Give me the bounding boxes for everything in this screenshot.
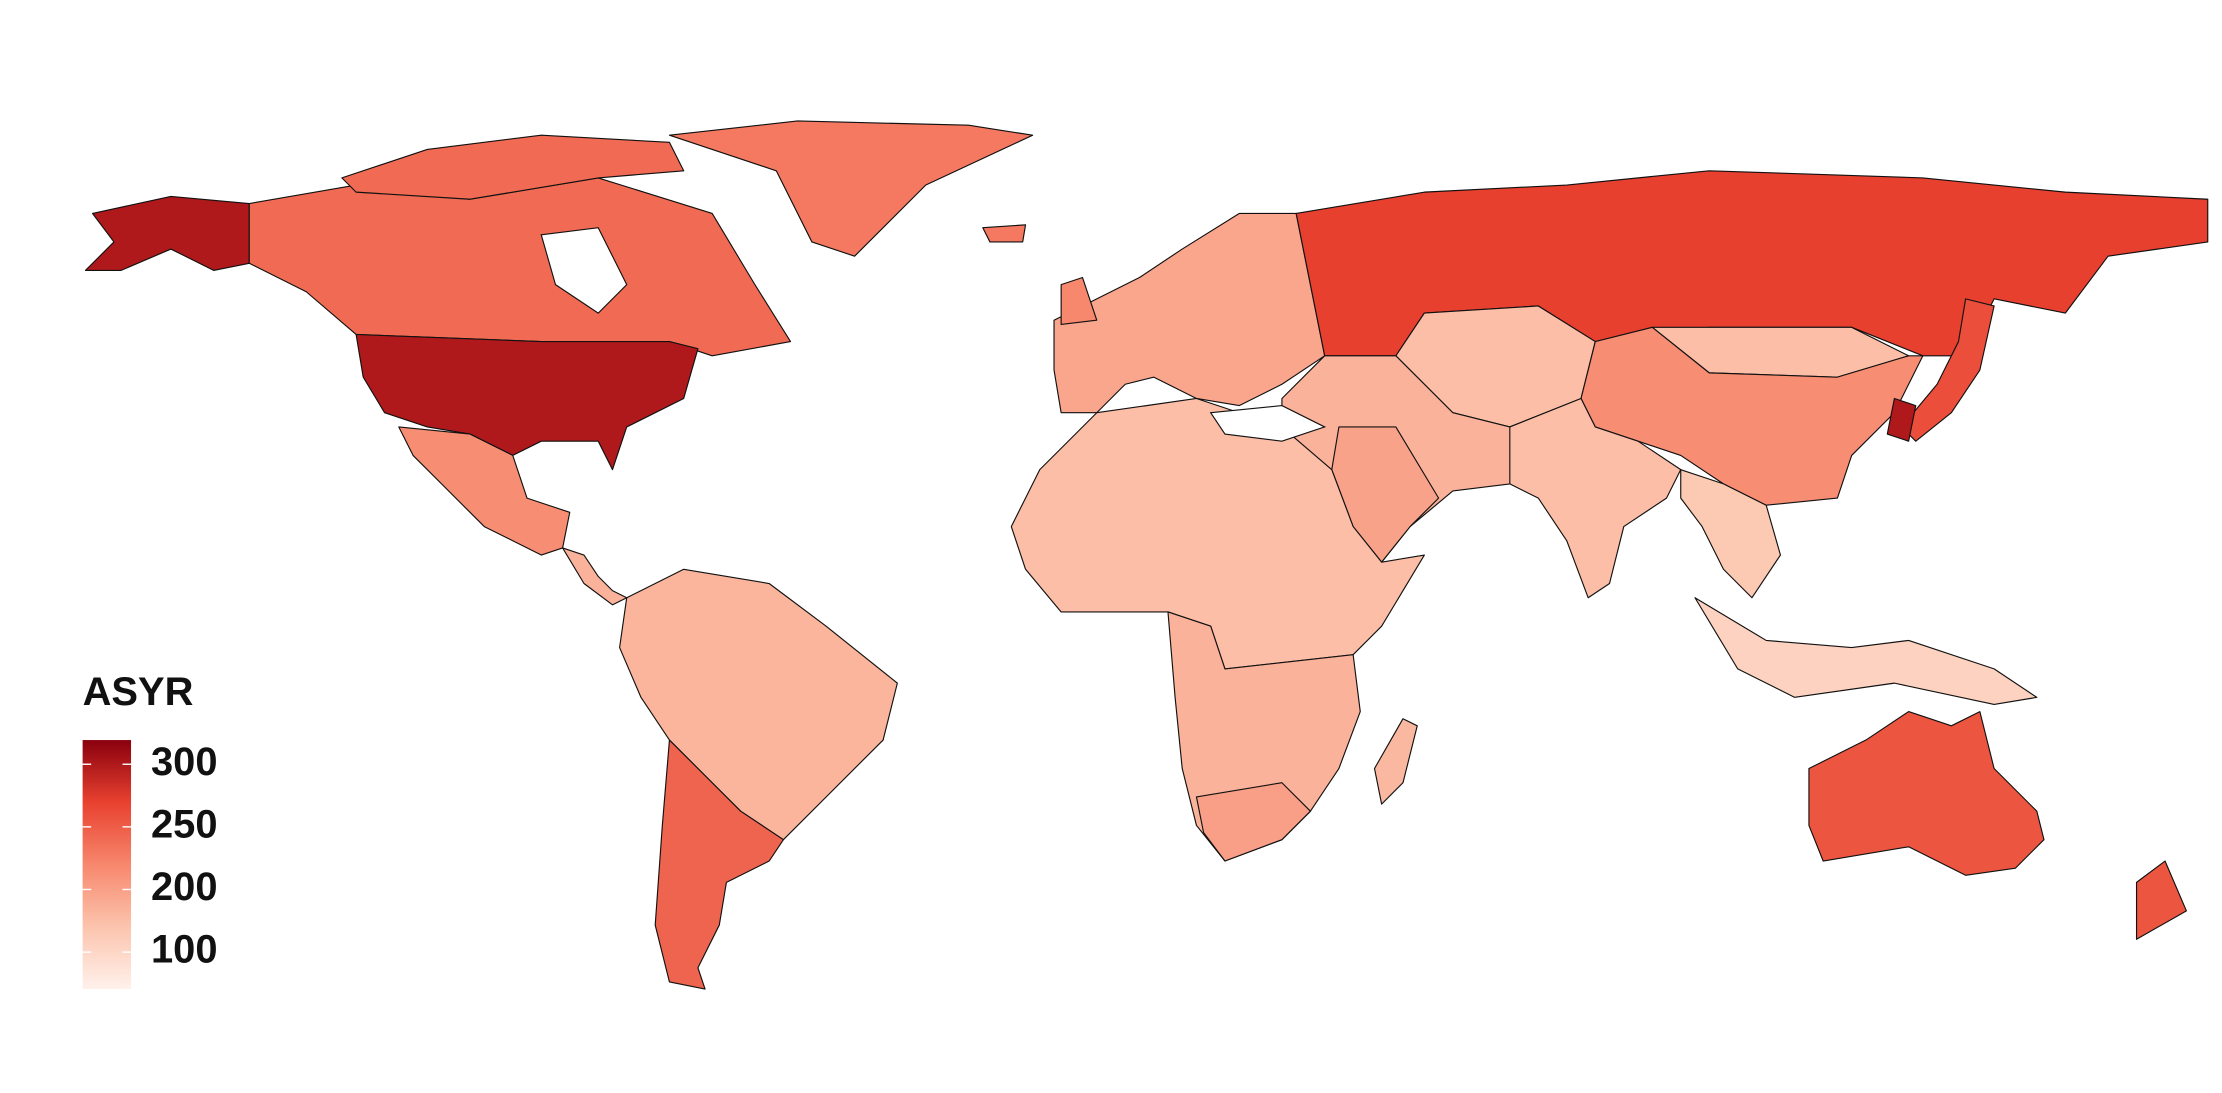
- region: [1509, 397, 1682, 599]
- region: [668, 120, 1034, 257]
- water: [1209, 405, 1327, 442]
- region: [1680, 469, 1782, 599]
- region: [84, 195, 250, 271]
- region: [2135, 860, 2187, 940]
- region: [1808, 711, 2045, 876]
- colorbar-tick-label: 300: [151, 740, 218, 784]
- region: [1195, 782, 1311, 862]
- region: [1886, 397, 1917, 442]
- region: [562, 547, 628, 606]
- colorbar-tick-label: 250: [151, 802, 218, 846]
- region: [1053, 212, 1326, 414]
- region: [619, 568, 898, 841]
- region: [1373, 718, 1418, 805]
- region: [341, 134, 685, 200]
- region: [1580, 326, 1924, 506]
- water: [540, 227, 628, 314]
- region: [1060, 276, 1098, 326]
- colorbar-tick-label: 100: [151, 928, 218, 972]
- legend-title: ASYR: [83, 670, 194, 714]
- colorbar: [82, 740, 132, 990]
- region: [654, 739, 784, 990]
- region: [355, 333, 699, 471]
- land: [84, 120, 2209, 990]
- region: [1694, 597, 2038, 706]
- region: [982, 224, 1027, 243]
- colorbar-tick-label: 200: [151, 865, 218, 909]
- region: [1900, 298, 1995, 442]
